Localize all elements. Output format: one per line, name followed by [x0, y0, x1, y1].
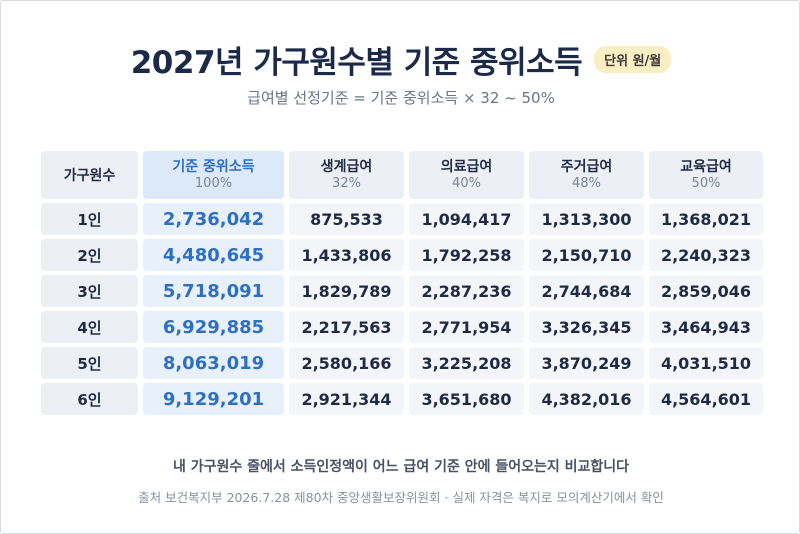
title-row: 2027년 가구원수별 기준 중위소득 단위 원/월 [1, 37, 800, 81]
column-header-percent: 50% [691, 175, 721, 191]
table-cell: 2,744,684 [529, 275, 644, 307]
table-cell: 2,859,046 [649, 275, 763, 307]
table-cell: 1,792,258 [409, 239, 524, 271]
median-income-cell: 9,129,201 [143, 383, 284, 415]
row-label: 3인 [41, 275, 138, 307]
unit-badge: 단위 원/월 [594, 45, 672, 73]
row-label: 4인 [41, 311, 138, 343]
column-header-name: 의료급여 [440, 158, 493, 175]
row-label: 2인 [41, 239, 138, 271]
table-cell: 1,094,417 [409, 203, 524, 235]
column-header-percent: 100% [194, 175, 233, 191]
column-header-percent: 40% [452, 175, 481, 191]
table-cell: 1,433,806 [289, 239, 404, 271]
column-header-name: 기준 중위소득 [172, 158, 255, 175]
table-cell: 1,368,021 [649, 203, 763, 235]
median-income-table: 가구원수 기준 중위소득 100% 생계급여 32% 의료급여 40% 주거급여… [41, 151, 763, 415]
table-cell: 3,870,249 [529, 347, 644, 379]
median-income-cell: 8,063,019 [143, 347, 284, 379]
corner-header: 가구원수 [41, 151, 138, 199]
median-income-cell: 6,929,885 [143, 311, 284, 343]
table-cell: 2,287,236 [409, 275, 524, 307]
column-header-livelihood: 생계급여 32% [289, 151, 404, 199]
median-income-cell: 5,718,091 [143, 275, 284, 307]
table-cell: 3,225,208 [409, 347, 524, 379]
table-cell: 3,326,345 [529, 311, 644, 343]
table-cell: 2,240,323 [649, 239, 763, 271]
table-cell: 875,533 [289, 203, 404, 235]
table-cell: 2,771,954 [409, 311, 524, 343]
median-income-cell: 2,736,042 [143, 203, 284, 235]
row-label: 5인 [41, 347, 138, 379]
table-cell: 1,313,300 [529, 203, 644, 235]
table-cell: 4,564,601 [649, 383, 763, 415]
column-header-median: 기준 중위소득 100% [143, 151, 284, 199]
column-header-name: 교육급여 [680, 158, 732, 175]
column-header-percent: 48% [572, 175, 601, 191]
footer-source: 출처 보건복지부 2026.7.28 제80차 중앙생활보장위원회 · 실제 자… [138, 490, 664, 505]
table-cell: 2,921,344 [289, 383, 404, 415]
column-header-medical: 의료급여 40% [409, 151, 524, 199]
column-header-housing: 주거급여 48% [529, 151, 644, 199]
table-cell: 3,651,680 [409, 383, 524, 415]
column-header-name: 주거급여 [560, 158, 613, 175]
table-cell: 3,464,943 [649, 311, 763, 343]
table-cell: 1,829,789 [289, 275, 404, 307]
median-income-cell: 4,480,645 [143, 239, 284, 271]
table-cell: 2,217,563 [289, 311, 404, 343]
table-cell: 2,580,166 [289, 347, 404, 379]
page-title: 2027년 가구원수별 기준 중위소득 [130, 44, 583, 81]
table-cell: 4,382,016 [529, 383, 644, 415]
table-cell: 4,031,510 [649, 347, 763, 379]
column-header-education: 교육급여 50% [649, 151, 763, 199]
row-label: 6인 [41, 383, 138, 415]
table-cell: 2,150,710 [529, 239, 644, 271]
column-header-name: 생계급여 [320, 158, 373, 175]
footer-note: 내 가구원수 줄에서 소득인정액이 어느 급여 기준 안에 들어오는지 비교합니… [172, 459, 630, 475]
row-label: 1인 [41, 203, 138, 235]
page-subtitle: 급여별 선정기준 = 기준 중위소득 × 32 ~ 50% [247, 89, 555, 107]
column-header-percent: 32% [332, 175, 361, 191]
